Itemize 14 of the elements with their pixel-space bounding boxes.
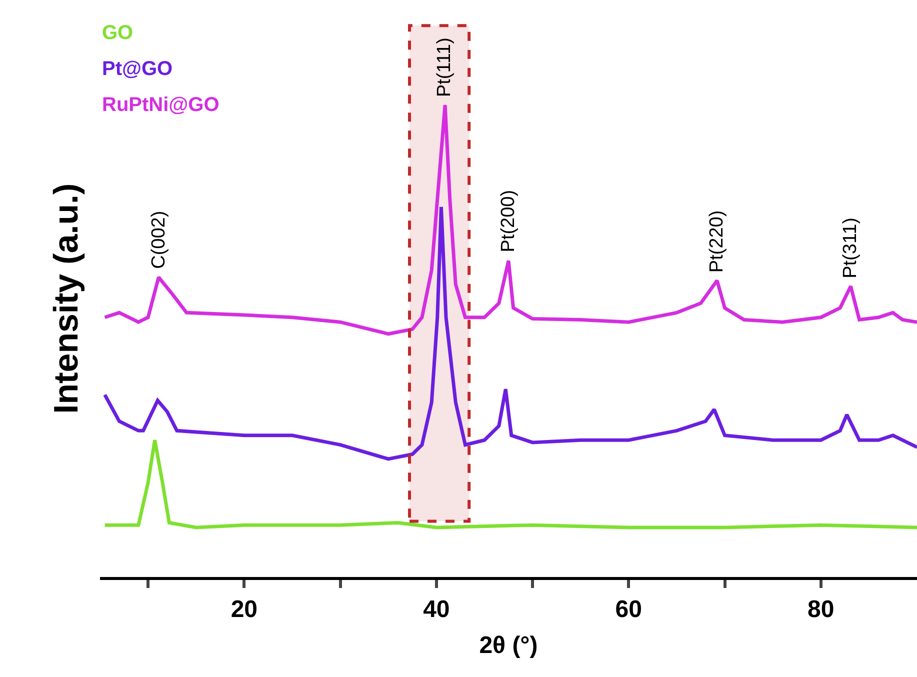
x-tick-label: 60 xyxy=(615,596,642,623)
annotation: Pt(111) xyxy=(434,38,456,98)
annotation: Pt(200) xyxy=(498,190,519,252)
annotation: Pt(311) xyxy=(840,218,861,278)
annotation: C(002) xyxy=(148,210,170,269)
x-tick-label: 40 xyxy=(423,596,450,623)
y-axis-title: Intensity (a.u.) xyxy=(48,183,86,414)
text: GO xyxy=(102,22,134,44)
x-tick-label: 20 xyxy=(230,596,258,623)
text: RuPtNi@GO xyxy=(102,94,220,116)
x-axis-title: 2θ (°) xyxy=(479,632,538,660)
annotation: Pt(220) xyxy=(706,210,728,273)
x-tick-label: 80 xyxy=(808,596,834,623)
text: Pt@GO xyxy=(102,58,173,80)
